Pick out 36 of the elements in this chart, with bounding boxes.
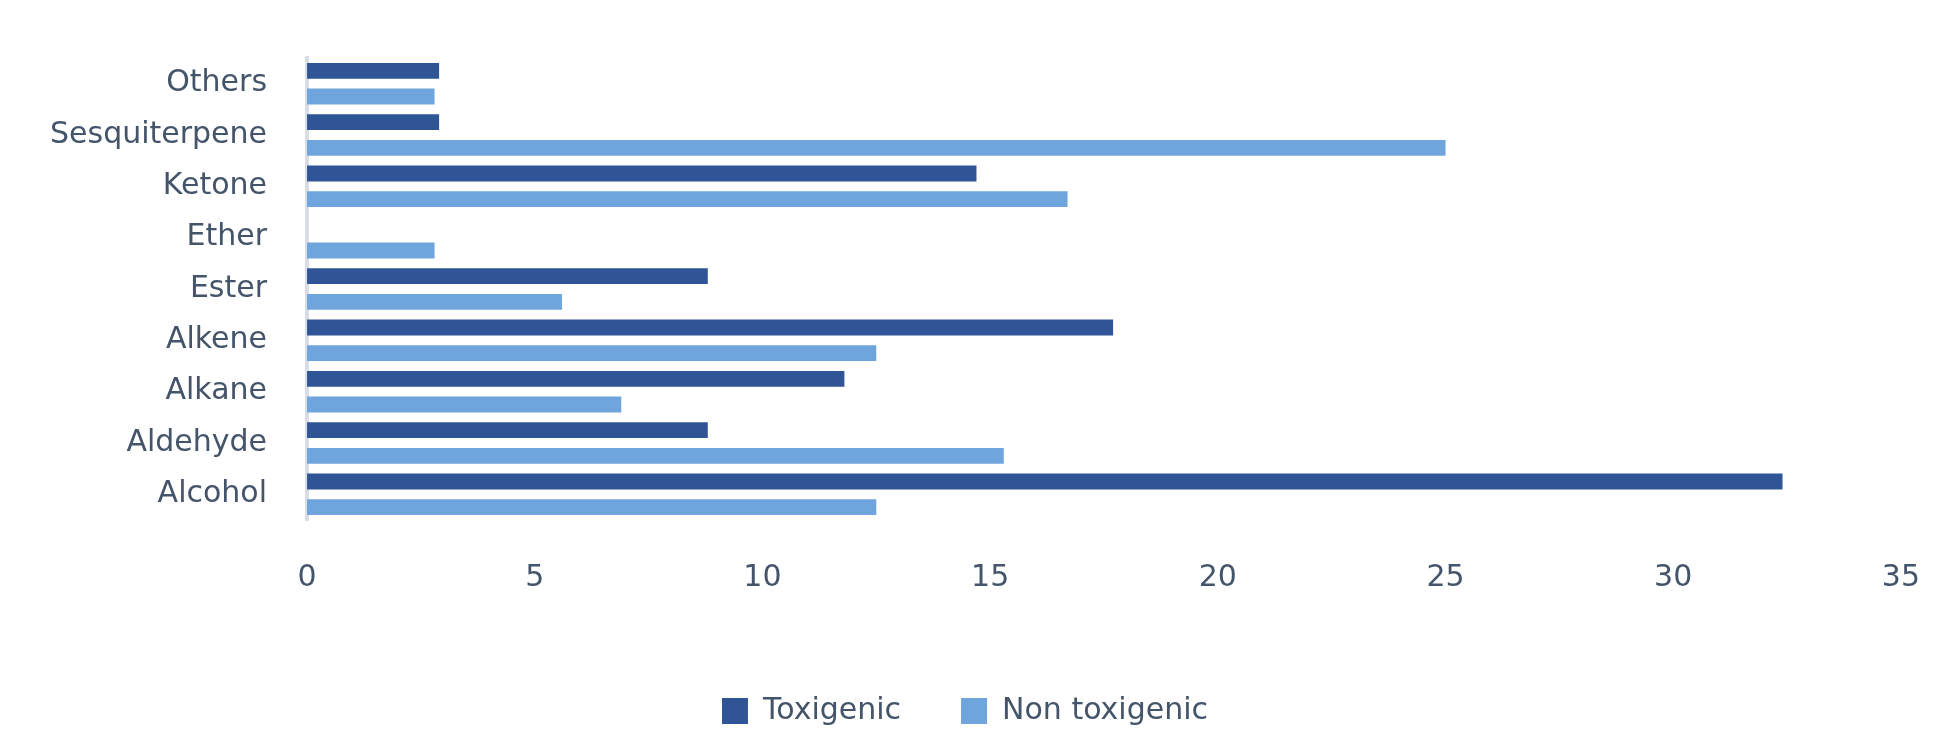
x-tick-label: 5 bbox=[525, 557, 545, 593]
bar bbox=[307, 422, 708, 439]
bar bbox=[307, 165, 977, 182]
bar bbox=[307, 293, 563, 310]
bar bbox=[307, 242, 435, 259]
x-tick-label: 25 bbox=[1426, 557, 1465, 593]
x-tick-label: 35 bbox=[1881, 557, 1921, 593]
bar bbox=[307, 114, 440, 131]
y-tick-label: Alkane bbox=[165, 371, 268, 407]
bar bbox=[307, 88, 435, 105]
bar bbox=[307, 319, 1114, 336]
x-tick-label: 30 bbox=[1654, 557, 1693, 593]
y-tick-label: Ester bbox=[189, 268, 268, 304]
y-tick-label: Ether bbox=[186, 217, 268, 253]
y-tick-label: Ketone bbox=[162, 166, 268, 202]
x-tick-label: 20 bbox=[1198, 557, 1237, 593]
legend-label: Non toxigenic bbox=[1002, 690, 1209, 726]
bar bbox=[307, 191, 1068, 208]
bar bbox=[307, 396, 622, 413]
x-tick-label: 0 bbox=[297, 557, 317, 593]
bar bbox=[307, 370, 845, 387]
y-tick-label: Others bbox=[166, 63, 268, 99]
bar bbox=[307, 62, 440, 79]
y-tick-label: Alcohol bbox=[157, 474, 268, 510]
y-tick-label: Aldehyde bbox=[126, 422, 268, 458]
bar bbox=[307, 139, 1446, 156]
y-tick-label: Sesquiterpene bbox=[50, 114, 268, 150]
bar bbox=[307, 447, 1004, 464]
bar bbox=[307, 499, 877, 516]
x-tick-label: 15 bbox=[971, 557, 1010, 593]
bar bbox=[307, 473, 1783, 490]
bar bbox=[307, 345, 877, 362]
x-tick-label: 10 bbox=[743, 557, 782, 593]
legend-label: Toxigenic bbox=[761, 690, 902, 726]
bar bbox=[307, 268, 708, 285]
y-tick-label: Alkene bbox=[165, 320, 268, 356]
